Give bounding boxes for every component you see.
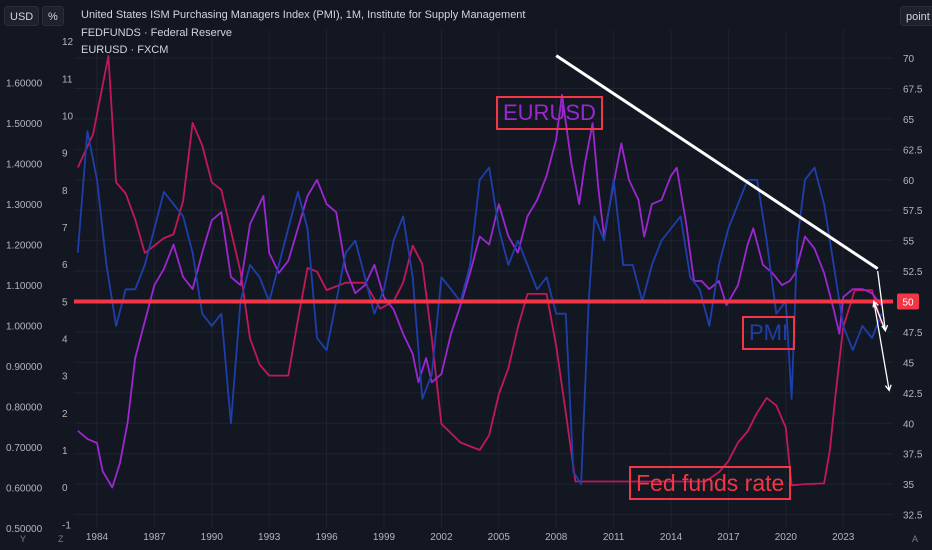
usd-tick-label: 1.40000 [6, 160, 43, 171]
pmi-annotation[interactable]: PMI [742, 316, 796, 350]
percent-tick-label: 12 [62, 37, 74, 48]
point-tick-label: 40 [903, 419, 915, 430]
usd-tick-label: 0.90000 [6, 362, 43, 373]
usd-unit-label[interactable]: USD [4, 6, 40, 26]
percent-unit-label[interactable]: % [42, 6, 64, 26]
percent-tick-label: 9 [62, 149, 68, 160]
point-tick-label: 32.5 [903, 511, 923, 522]
series-layer [76, 55, 883, 489]
legend-eurusd[interactable]: EURUSD · FXCM [81, 44, 169, 56]
corner-label-a: A [912, 534, 919, 544]
corner-label-y: Y [20, 534, 27, 544]
percent-tick-label: 11 [62, 74, 73, 85]
level-badge-group: 50 [897, 293, 919, 310]
year-tick-label: 2023 [832, 532, 855, 543]
year-tick-label: 1987 [143, 532, 166, 543]
usd-tick-label: 0.80000 [6, 403, 43, 414]
usd-tick-label: 1.00000 [6, 322, 43, 333]
percent-tick-label: 10 [62, 111, 74, 122]
level-badge-label: 50 [902, 298, 914, 309]
usd-tick-label: 0.70000 [6, 443, 43, 454]
year-tick-label: 2020 [775, 532, 798, 543]
point-tick-label: 60 [903, 176, 915, 187]
year-tick-label: 2017 [717, 532, 740, 543]
projection-arrow-0 [877, 271, 886, 331]
series-line-eurusd [77, 93, 883, 489]
percent-tick-label: 7 [62, 223, 68, 234]
legend-fedfunds[interactable]: FEDFUNDS · Federal Reserve [81, 27, 232, 39]
level-badge [897, 293, 919, 310]
year-tick-label: 1984 [86, 532, 109, 543]
percent-tick-label: 6 [62, 260, 68, 271]
point-tick-label: 55 [903, 237, 915, 248]
percent-tick-label: 2 [62, 409, 68, 420]
percent-tick-label: 8 [62, 186, 68, 197]
year-tick-label: 2011 [603, 532, 625, 543]
fed-funds-annotation[interactable]: Fed funds rate [629, 466, 792, 500]
year-tick-label: 1999 [373, 532, 396, 543]
usd-tick-label: 0.50000 [6, 524, 43, 535]
year-tick-label: 2008 [545, 532, 568, 543]
usd-tick-label: 1.50000 [6, 119, 43, 130]
percent-tick-label: 3 [62, 372, 68, 383]
time-axis: 1984 1987 1990 1993 1996 1999 2002 2005 2008 2011… [86, 532, 855, 543]
point-unit-label[interactable]: point [900, 6, 932, 26]
year-tick-label: 1996 [315, 532, 338, 543]
usd-axis: 1.60000 1.50000 1.40000 1.30000 1.20000 1.100… [6, 79, 43, 535]
series-line-pmi [76, 130, 883, 486]
usd-tick-label: 1.60000 [6, 79, 43, 90]
point-tick-label: 37.5 [903, 450, 923, 461]
usd-tick-label: 0.60000 [6, 484, 43, 495]
year-tick-label: 2005 [488, 532, 511, 543]
percent-tick-label: 1 [62, 446, 68, 457]
year-tick-label: 1990 [201, 532, 224, 543]
point-tick-label: 47.5 [903, 328, 923, 339]
year-tick-label: 1993 [258, 532, 281, 543]
legend-pmi[interactable]: United States ISM Purchasing Managers In… [81, 9, 526, 21]
percent-tick-label: 0 [62, 483, 68, 494]
usd-tick-label: 1.30000 [6, 200, 43, 211]
point-tick-label: 35 [903, 480, 915, 491]
trendline[interactable] [555, 54, 879, 270]
point-tick-label: 62.5 [903, 145, 923, 156]
arrow-layer [872, 271, 892, 392]
series-line-fedfunds [76, 55, 883, 487]
percent-tick-label: 5 [62, 297, 68, 308]
year-tick-label: 2002 [430, 532, 453, 543]
corner-label-z: Z [58, 534, 64, 544]
point-tick-label: 42.5 [903, 389, 923, 400]
usd-tick-label: 1.10000 [6, 281, 43, 292]
point-tick-label: 52.5 [903, 267, 923, 278]
eurusd-annotation[interactable]: EURUSD [496, 96, 603, 130]
point-tick-label: 67.5 [903, 84, 923, 95]
year-tick-label: 2014 [660, 532, 683, 543]
point-tick-label: 70 [903, 54, 915, 65]
percent-tick-label: 4 [62, 334, 68, 345]
point-tick-label: 65 [903, 115, 915, 126]
projection-arrow-1 [873, 301, 886, 331]
point-tick-label: 57.5 [903, 206, 923, 217]
arrow-head-2 [884, 384, 892, 392]
percent-tick-label: -1 [62, 520, 71, 531]
point-tick-label: 45 [903, 358, 915, 369]
usd-tick-label: 1.20000 [6, 241, 43, 252]
projection-arrow-2 [873, 301, 890, 391]
point-axis: 70 67.5 65 62.5 60 57.5 55 52.5 50 47.5 45 42.5 40 37… [903, 54, 923, 522]
